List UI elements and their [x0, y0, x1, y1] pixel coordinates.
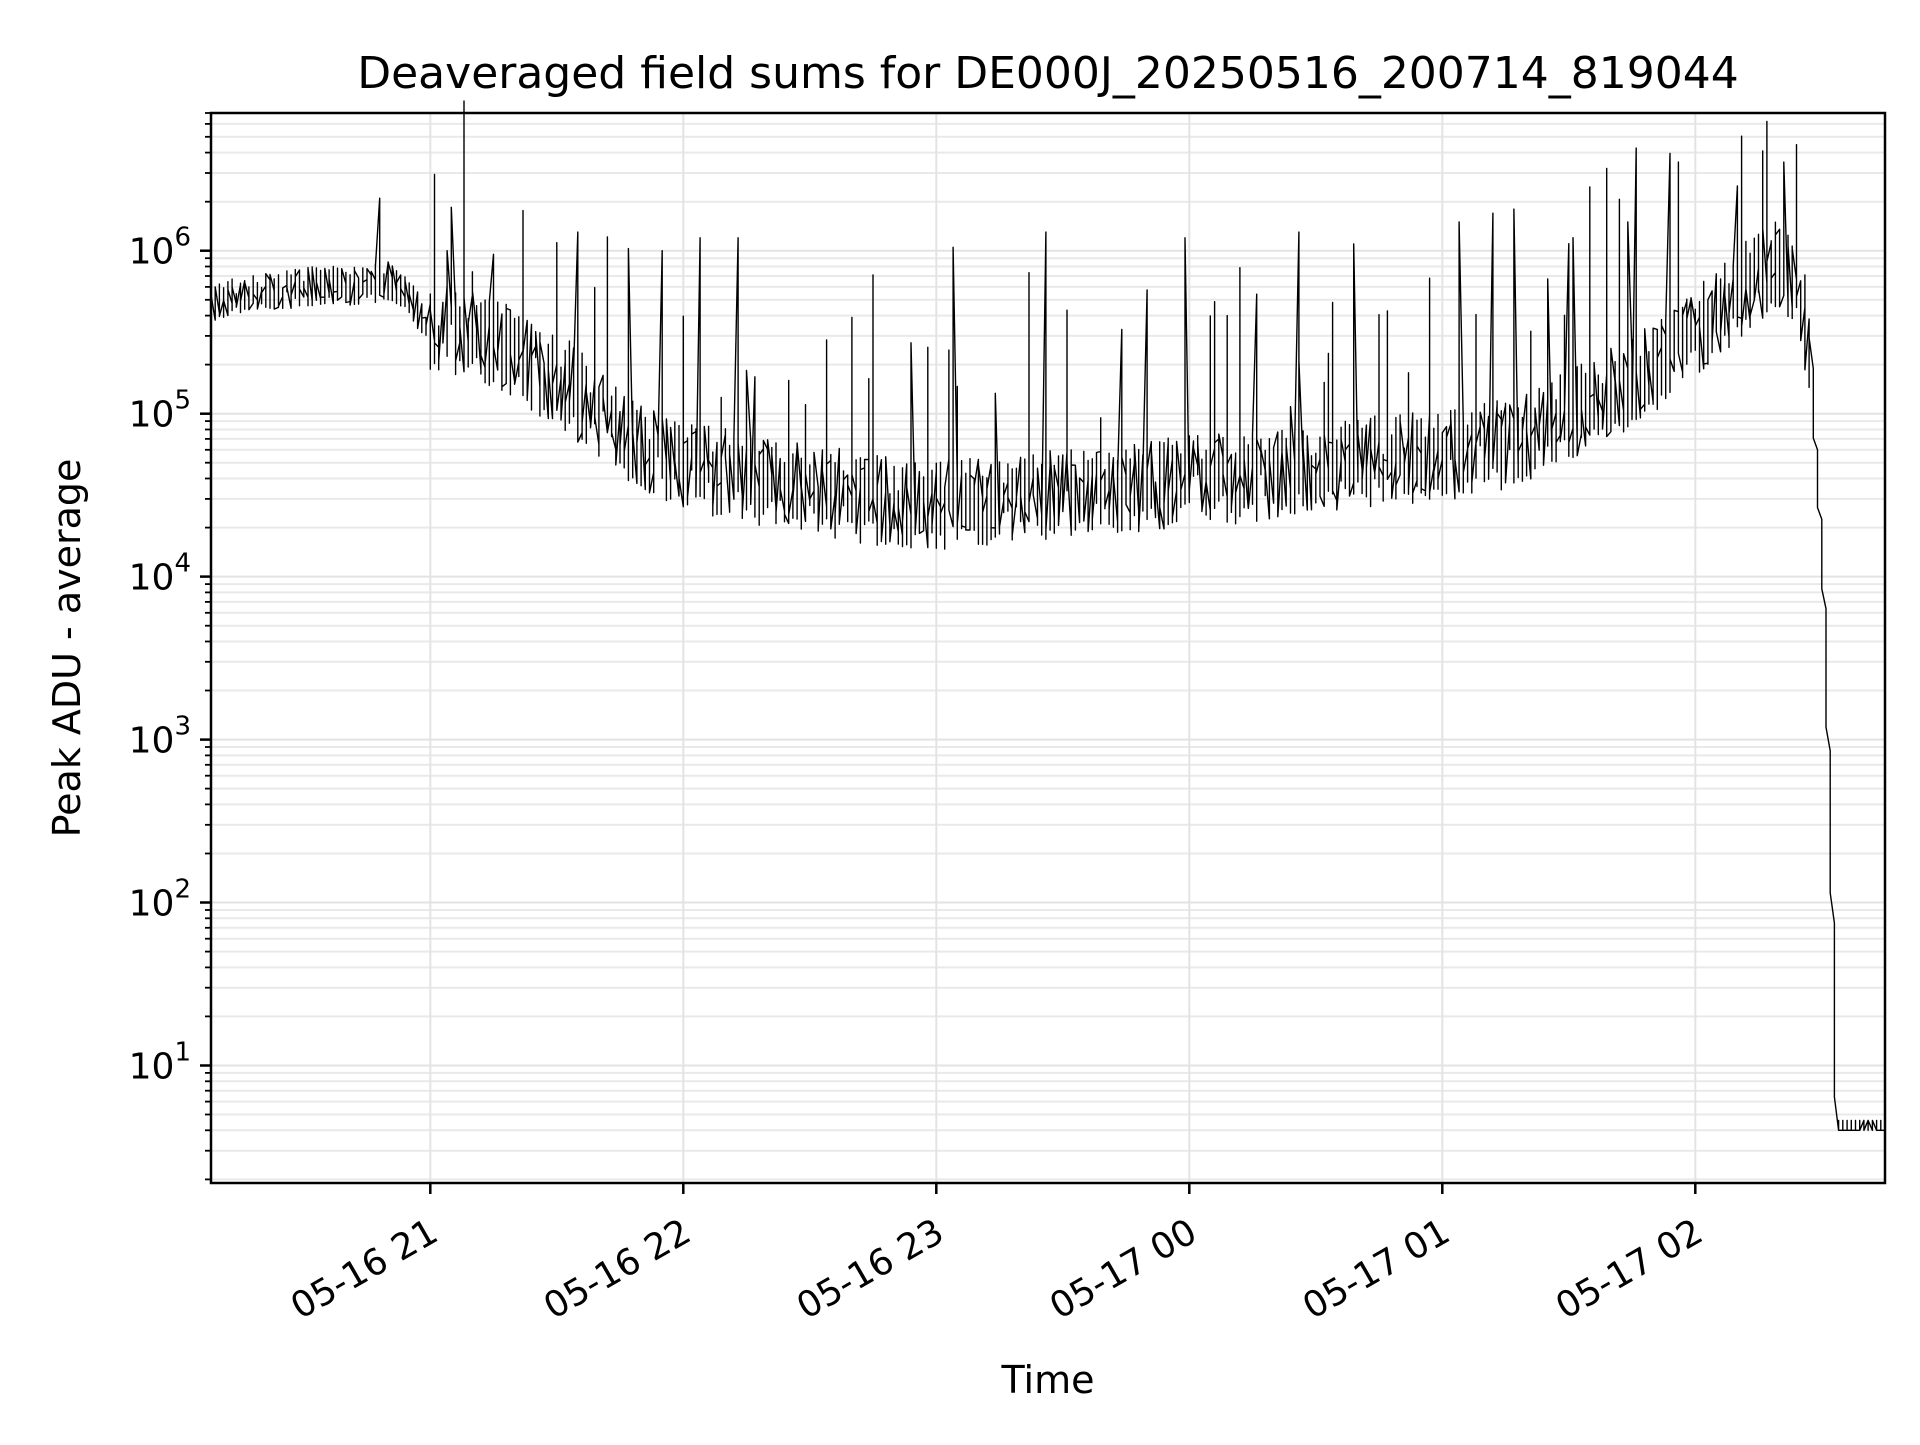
- y-tick-label: 101: [129, 1038, 191, 1088]
- y-tick-base: 10: [129, 721, 175, 762]
- x-tick-label: 05-17 02: [1549, 1211, 1710, 1327]
- y-tick-exponent: 4: [174, 549, 191, 579]
- y-tick-label: 103: [129, 712, 191, 762]
- y-tick-exponent: 1: [174, 1038, 191, 1068]
- y-tick-exponent: 2: [174, 875, 191, 905]
- series-line-0: [210, 100, 1885, 1131]
- y-tick-label: 102: [129, 875, 191, 925]
- y-tick-exponent: 3: [174, 712, 191, 742]
- y-tick-label: 106: [129, 223, 191, 273]
- plot-frame: [209, 111, 1887, 1185]
- x-tick-label: 05-16 22: [537, 1211, 698, 1327]
- y-tick-base: 10: [129, 395, 175, 436]
- x-tick-label: 05-16 23: [790, 1211, 951, 1327]
- y-tick-base: 10: [129, 558, 175, 599]
- y-tick-exponent: 6: [174, 223, 191, 253]
- x-tick-label: 05-17 00: [1043, 1211, 1204, 1327]
- y-tick-label: 104: [129, 549, 191, 599]
- y-tick-base: 10: [129, 232, 175, 273]
- y-tick-exponent: 5: [174, 386, 191, 416]
- x-axis-label: Time: [1001, 1358, 1095, 1402]
- y-tick-base: 10: [129, 1047, 175, 1088]
- x-tick-label: 05-16 21: [284, 1211, 445, 1327]
- y-tick-base: 10: [129, 884, 175, 925]
- chart-title: Deaveraged field sums for DE000J_2025051…: [357, 48, 1739, 99]
- y-tick-label: 105: [129, 386, 191, 436]
- x-tick-label: 05-17 01: [1296, 1211, 1457, 1327]
- series-layer: [210, 100, 1885, 1131]
- y-axis-label: Peak ADU - average: [45, 459, 89, 838]
